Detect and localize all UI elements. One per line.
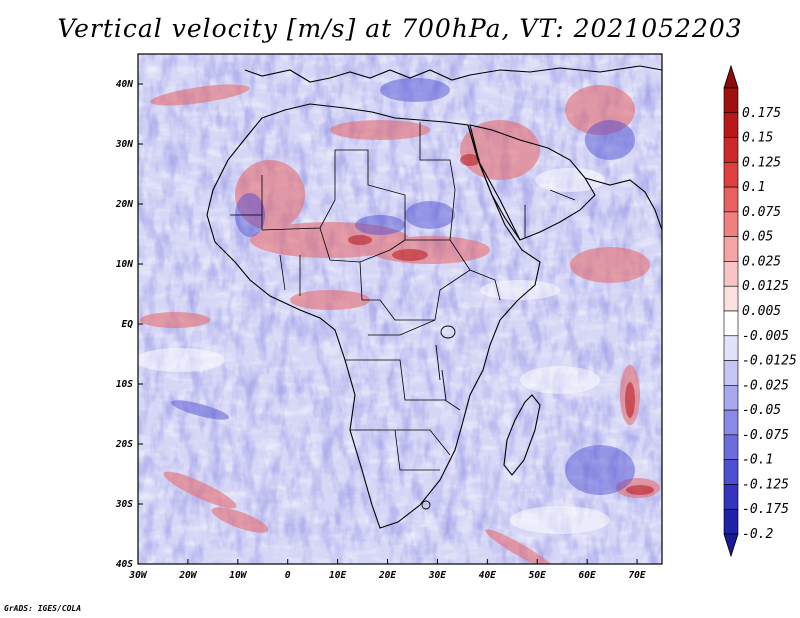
colorbar-swatch bbox=[723, 459, 739, 485]
colorbar-bottom-arrow bbox=[723, 533, 739, 558]
lat-tick-label: 30S bbox=[115, 499, 133, 510]
colorbar-label: 0.005 bbox=[742, 304, 781, 319]
lat-tick-label: 40S bbox=[116, 559, 133, 570]
lon-tick-label: 30E bbox=[428, 570, 446, 581]
lon-tick-label: 30W bbox=[128, 570, 147, 581]
colorbar-label: -0.075 bbox=[742, 428, 789, 443]
colorbar-swatch bbox=[723, 360, 739, 386]
arabia-coastline bbox=[469, 124, 596, 241]
colorbar-label: -0.1 bbox=[742, 453, 773, 468]
colorbar-label: 0.125 bbox=[742, 155, 781, 170]
colorbar-label: -0.2 bbox=[742, 527, 773, 542]
colorbar-swatch bbox=[723, 484, 739, 510]
colorbar-label: -0.175 bbox=[742, 502, 789, 517]
colorbar-swatch bbox=[723, 335, 739, 361]
colorbar-swatch bbox=[723, 112, 739, 138]
lon-tick-label: 50E bbox=[529, 570, 546, 581]
map-title: Vertical velocity [m/s] at 700hPa, VT: 2… bbox=[57, 14, 743, 43]
lat-tick-label: 30N bbox=[115, 139, 133, 150]
lat-tick-label: 10N bbox=[116, 259, 133, 270]
colorbar-label: 0.0125 bbox=[742, 279, 789, 294]
lon-tick-label: 40E bbox=[479, 570, 496, 581]
colorbar-label: 0.1 bbox=[742, 180, 765, 195]
africa-coastline bbox=[206, 103, 541, 529]
lat-tick-label: 20S bbox=[115, 439, 133, 450]
velocity-field bbox=[138, 54, 662, 564]
lon-tick-label: 20W bbox=[178, 570, 197, 581]
grads-credit: GrADS: IGES/COLA bbox=[4, 604, 82, 613]
colorbar-label: 0.05 bbox=[742, 230, 773, 245]
colorbar-swatch bbox=[723, 285, 739, 312]
colorbar-swatch bbox=[723, 508, 739, 535]
europe-coastline bbox=[244, 65, 662, 83]
colorbar: 0.175 0.15 0.125 0.1 0.075 0.05 0.025 0.0125 0.0… bbox=[723, 64, 797, 558]
colorbar-label: -0.125 bbox=[742, 477, 789, 492]
lon-tick-label: 10W bbox=[229, 570, 247, 581]
colorbar-swatch bbox=[723, 87, 739, 114]
asia-coastline bbox=[584, 177, 662, 231]
colorbar-swatch bbox=[723, 186, 739, 213]
plot-frame bbox=[137, 53, 663, 565]
colorbar-swatch bbox=[723, 162, 739, 188]
colorbar-swatch bbox=[723, 385, 739, 411]
latitude-ticks: 40N 30N 20N 10N EQ 10S 20S 30S 40S bbox=[115, 79, 143, 570]
coastlines bbox=[206, 65, 662, 529]
colorbar-swatch bbox=[723, 236, 739, 262]
longitude-ticks: 30W 20W 10W 0 10E 20E 30E 40E 50E 60E 70E bbox=[128, 559, 646, 581]
colorbar-swatch bbox=[723, 434, 739, 460]
lon-tick-label: 20E bbox=[378, 570, 396, 581]
colorbar-top-arrow bbox=[723, 64, 739, 89]
lat-tick-label: 20N bbox=[115, 199, 133, 210]
lon-tick-label: 0 bbox=[285, 570, 291, 581]
colorbar-label: -0.05 bbox=[742, 403, 781, 418]
colorbar-label: 0.15 bbox=[742, 131, 773, 146]
colorbar-swatch bbox=[723, 310, 739, 337]
lon-tick-label: 70E bbox=[628, 570, 645, 581]
colorbar-swatch bbox=[723, 409, 739, 436]
colorbar-swatch bbox=[723, 137, 739, 163]
colorbar-swatch bbox=[723, 211, 739, 237]
lon-tick-label: 60E bbox=[579, 570, 596, 581]
colorbar-label: 0.175 bbox=[742, 106, 781, 121]
lat-tick-label: EQ bbox=[122, 319, 134, 330]
madagascar-coastline bbox=[503, 394, 541, 476]
colorbar-label: -0.0125 bbox=[742, 354, 797, 369]
colorbar-swatch bbox=[723, 261, 739, 287]
lat-tick-label: 10S bbox=[116, 379, 133, 390]
lat-tick-label: 40N bbox=[116, 79, 133, 90]
colorbar-label: 0.075 bbox=[742, 205, 781, 220]
lon-tick-label: 10E bbox=[329, 570, 346, 581]
colorbar-label: 0.025 bbox=[742, 254, 781, 269]
colorbar-label: -0.025 bbox=[742, 378, 789, 393]
colorbar-label: -0.005 bbox=[742, 329, 789, 344]
